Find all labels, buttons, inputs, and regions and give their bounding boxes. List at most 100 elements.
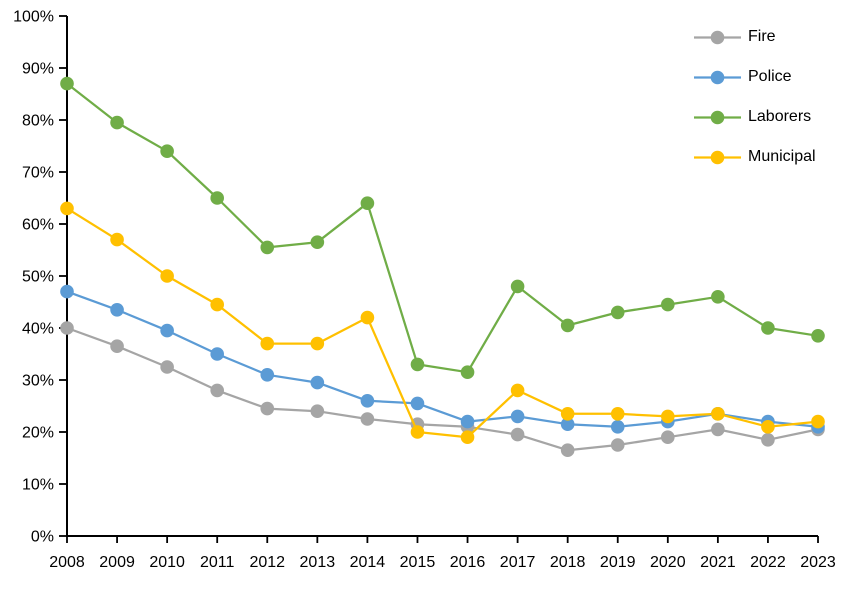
- data-point: [310, 235, 325, 249]
- x-tick-label: 2010: [149, 554, 185, 571]
- x-tick-label: 2018: [550, 554, 586, 571]
- x-tick-label: 2011: [200, 554, 235, 571]
- data-point: [460, 365, 475, 380]
- x-tick-label: 2013: [300, 554, 336, 571]
- data-point: [610, 438, 625, 452]
- data-point: [510, 409, 525, 424]
- data-point: [210, 383, 224, 398]
- data-point: [160, 323, 174, 338]
- data-point: [711, 290, 725, 304]
- data-point: [310, 404, 325, 419]
- data-point: [110, 303, 124, 317]
- series-line: [65, 290, 820, 428]
- legend-item-police: Police: [694, 57, 816, 97]
- data-point: [110, 232, 124, 247]
- data-point: [510, 427, 525, 442]
- data-point: [410, 396, 425, 411]
- y-tick-label: 10%: [22, 477, 54, 494]
- data-point: [661, 430, 675, 445]
- y-tick-label: 90%: [22, 61, 54, 78]
- series-laborers: [60, 76, 825, 380]
- data-point: [661, 297, 675, 312]
- data-point: [260, 336, 275, 351]
- data-point: [410, 357, 425, 372]
- series-line: [65, 326, 820, 452]
- y-tick-label: 50%: [22, 269, 54, 286]
- legend-swatch-police: [694, 70, 741, 84]
- y-tick-label: 20%: [22, 425, 54, 442]
- data-point: [560, 407, 575, 421]
- data-point: [711, 407, 725, 421]
- data-point: [661, 409, 675, 424]
- legend-swatch-municipal: [694, 150, 741, 164]
- legend-label-fire: Fire: [748, 28, 776, 45]
- y-tick-label: 30%: [22, 373, 54, 390]
- x-tick-label: 2014: [350, 554, 386, 571]
- series-fire: [60, 321, 825, 458]
- series-line: [65, 207, 820, 439]
- y-tick-label: 70%: [22, 165, 54, 182]
- x-tick-label: 2017: [500, 554, 536, 571]
- data-point: [410, 425, 425, 439]
- legend-label-municipal: Municipal: [748, 148, 816, 165]
- data-point: [160, 360, 174, 374]
- data-point: [761, 321, 775, 335]
- data-point: [360, 412, 375, 426]
- data-point: [761, 433, 775, 447]
- series-municipal: [60, 201, 825, 445]
- x-axis-labels: 2008 2009 2010 2011 2012 2013 2014 2015 2016 2017…: [49, 554, 836, 571]
- data-point: [310, 375, 325, 390]
- legend-label-police: Police: [748, 68, 792, 85]
- data-point: [510, 383, 525, 398]
- data-point: [360, 310, 375, 325]
- x-tick-label: 2008: [49, 554, 85, 571]
- legend-swatch-laborers: [694, 110, 741, 124]
- legend-label-laborers: Laborers: [748, 108, 812, 125]
- data-point: [761, 420, 775, 434]
- data-point: [460, 414, 475, 429]
- y-tick-label: 40%: [22, 321, 54, 338]
- data-point: [560, 443, 575, 458]
- y-axis-labels: 0% 10% 20% 30% 40% 50% 60% 70% 80% 90% 100%: [13, 9, 54, 546]
- data-point: [160, 269, 174, 283]
- x-tick-label: 2012: [249, 554, 285, 571]
- x-tick-label: 2016: [450, 554, 486, 571]
- data-point: [510, 279, 525, 294]
- data-point: [360, 394, 375, 408]
- data-point: [360, 196, 375, 210]
- y-tick-label: 80%: [22, 113, 54, 130]
- x-tick-label: 2015: [400, 554, 436, 571]
- data-point: [210, 191, 224, 205]
- data-point: [711, 422, 725, 437]
- data-point: [60, 321, 74, 335]
- data-point: [811, 414, 825, 429]
- data-point: [260, 401, 275, 416]
- data-point: [260, 368, 275, 382]
- data-point: [210, 347, 224, 361]
- legend-item-fire: Fire: [694, 17, 816, 57]
- x-axis-ticks: [66, 536, 819, 543]
- x-tick-label: 2023: [800, 554, 836, 571]
- data-point: [610, 407, 625, 421]
- y-axis-ticks: [59, 15, 67, 537]
- y-tick-label: 100%: [13, 9, 54, 26]
- legend-swatch-fire: [694, 30, 741, 44]
- data-point: [460, 430, 475, 445]
- data-point: [560, 417, 575, 432]
- data-point: [310, 336, 325, 351]
- y-tick-label: 60%: [22, 217, 54, 234]
- x-tick-label: 2020: [650, 554, 686, 571]
- data-point: [60, 284, 74, 299]
- chart-legend: Fire Police Laborers Municipal: [694, 17, 816, 177]
- data-point: [610, 420, 625, 434]
- series-line: [65, 82, 820, 374]
- legend-item-municipal: Municipal: [694, 137, 816, 177]
- data-point: [260, 240, 275, 255]
- data-point: [110, 115, 124, 130]
- y-tick-label: 0%: [31, 529, 54, 546]
- data-point: [160, 144, 174, 158]
- x-tick-label: 2009: [99, 554, 135, 571]
- x-tick-label: 2021: [700, 554, 736, 571]
